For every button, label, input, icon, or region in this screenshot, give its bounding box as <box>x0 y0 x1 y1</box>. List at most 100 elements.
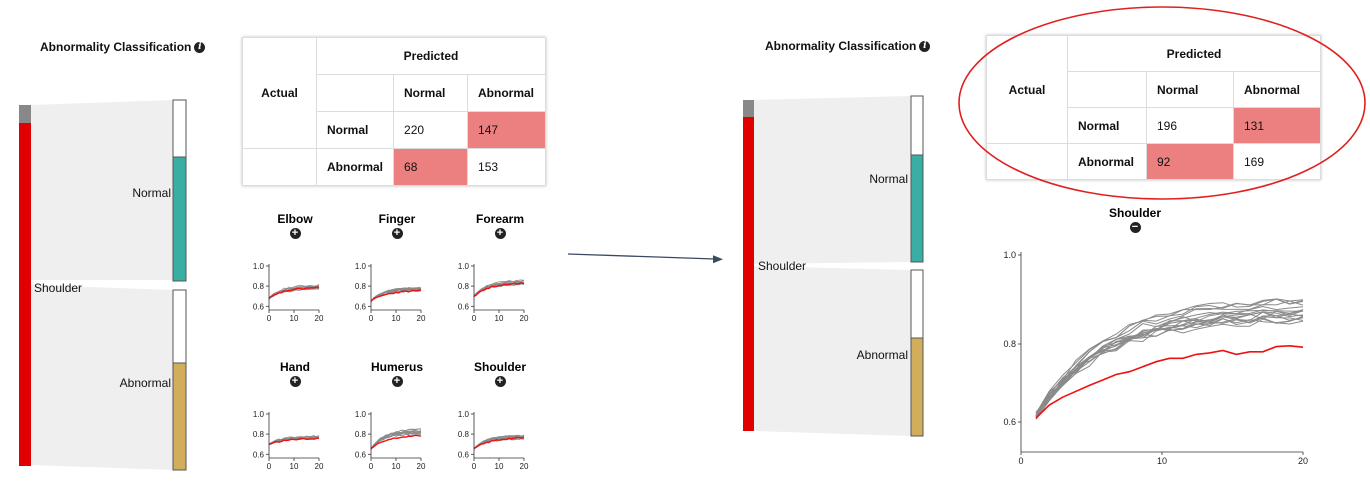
cell-normal-abnormal[interactable]: 131 <box>1233 107 1321 144</box>
small-multiple-finger: Finger +1.0 0.8 0.6 0 10 20 <box>355 212 437 323</box>
gray-series-line <box>1035 310 1304 417</box>
cell-normal-normal[interactable]: 196 <box>1146 107 1234 144</box>
right-source-unclassified <box>743 100 754 117</box>
left-target-normal-fill <box>172 156 187 282</box>
right-target-abnormal-label: Abnormal <box>856 348 908 362</box>
cell-abnormal-normal[interactable]: 68 <box>393 148 469 186</box>
gray-series-line <box>1035 309 1304 414</box>
small-multiple-title-text: Elbow <box>277 212 313 226</box>
x-tick-label: 0 <box>1018 456 1023 466</box>
detail-chart-title-text: Shoulder <box>1108 206 1161 220</box>
left-source-bar[interactable] <box>19 123 31 466</box>
sparkline-chart[interactable]: 1.0 0.8 0.60 10 20 <box>239 246 339 331</box>
red-series-line <box>473 282 525 297</box>
actual-header: Actual <box>242 37 317 149</box>
small-multiple-title-text: Forearm <box>475 212 525 226</box>
left-target-abnormal-fill <box>172 362 187 471</box>
info-icon[interactable]: i <box>194 42 206 54</box>
y-tick-label: 0.8 <box>355 430 367 439</box>
expand-icon[interactable]: + <box>494 228 506 239</box>
expand-icon[interactable]: + <box>289 376 301 387</box>
gray-series-line <box>1035 309 1304 415</box>
sparkline-chart[interactable]: 1.0 0.8 0.60 10 20 <box>239 394 339 479</box>
col-normal-header: Normal <box>393 74 469 112</box>
right-target-normal-fill <box>910 154 924 263</box>
x-tick-label: 0 <box>369 314 374 323</box>
predicted-header: Predicted <box>1067 35 1321 72</box>
x-tick-label: 20 <box>315 462 324 471</box>
cell-normal-abnormal[interactable]: 147 <box>467 111 547 149</box>
collapse-icon[interactable]: − <box>1129 222 1141 233</box>
y-tick-label: 1.0 <box>253 262 265 271</box>
expand-icon[interactable]: + <box>391 228 403 239</box>
row-normal-header: Normal <box>315 111 395 149</box>
expand-icon[interactable]: + <box>289 228 301 239</box>
y-tick-label: 0.8 <box>1003 339 1016 349</box>
y-tick-label: 1.0 <box>355 262 367 271</box>
right-flow-normal <box>754 96 911 264</box>
left-target-abnormal-label: Abnormal <box>119 376 171 390</box>
red-series-line <box>370 289 422 302</box>
right-confusion-matrix: Actual Predicted Normal Abnormal Normal … <box>986 35 1321 180</box>
sparkline-chart[interactable]: 1.0 0.8 0.60 10 20 <box>444 394 544 479</box>
row-abnormal-header: Abnormal <box>1067 143 1147 180</box>
x-tick-label: 10 <box>495 462 504 471</box>
row-abnormal-header: Abnormal <box>315 148 395 186</box>
expand-icon[interactable]: + <box>494 376 506 387</box>
left-target-normal-label: Normal <box>132 186 171 200</box>
y-tick-label: 0.6 <box>355 302 367 311</box>
small-multiple-shoulder: Shoulder +1.0 0.8 0.6 0 10 20 <box>458 360 540 471</box>
y-tick-label: 1.0 <box>1003 250 1016 260</box>
right-sankey <box>743 95 924 437</box>
x-tick-label: 20 <box>315 314 324 323</box>
y-tick-label: 1.0 <box>355 410 367 419</box>
y-tick-label: 0.8 <box>458 430 470 439</box>
small-multiple-title: Humerus + <box>357 360 437 387</box>
right-source-bar[interactable] <box>743 117 754 431</box>
x-tick-label: 10 <box>392 462 401 471</box>
x-tick-label: 20 <box>417 314 426 323</box>
x-tick-label: 20 <box>1298 456 1308 466</box>
col-abnormal-header: Abnormal <box>467 74 547 112</box>
cell-abnormal-abnormal[interactable]: 153 <box>467 148 547 186</box>
red-series-line <box>473 436 525 449</box>
left-source-unclassified <box>19 105 31 123</box>
gray-series-line <box>1035 300 1304 418</box>
cell-normal-normal[interactable]: 220 <box>393 111 469 149</box>
cell-abnormal-normal[interactable]: 92 <box>1146 143 1234 180</box>
red-series-line <box>268 437 320 445</box>
small-multiple-title: Shoulder + <box>460 360 540 387</box>
sparkline-chart[interactable]: 1.0 0.8 0.60 10 20 <box>444 246 544 331</box>
x-tick-label: 0 <box>472 314 477 323</box>
small-multiple-title: Hand + <box>255 360 335 387</box>
small-multiple-title: Finger + <box>357 212 437 239</box>
cell-abnormal-abnormal[interactable]: 169 <box>1233 143 1321 180</box>
x-tick-label: 10 <box>290 462 299 471</box>
gray-series-line <box>1035 310 1304 417</box>
detail-chart-title: Shoulder − <box>1090 206 1180 233</box>
sparkline-chart[interactable]: 1.0 0.8 0.60 10 20 <box>341 246 441 331</box>
x-tick-label: 0 <box>267 314 272 323</box>
right-panel-title: Abnormality Classification i <box>765 39 931 53</box>
left-sankey <box>19 99 187 471</box>
red-series-line <box>370 434 422 450</box>
sparkline-chart[interactable]: 1.0 0.8 0.60 10 20 <box>341 394 441 479</box>
transition-arrow <box>567 253 723 264</box>
small-multiple-title: Forearm + <box>460 212 540 239</box>
small-multiple-hand: Hand +1.0 0.8 0.6 0 10 20 <box>253 360 335 471</box>
small-multiple-title-text: Shoulder <box>473 360 526 374</box>
gray-series-line <box>1035 315 1304 414</box>
x-tick-label: 0 <box>267 462 272 471</box>
small-multiple-humerus: Humerus +1.0 0.8 0.6 0 10 20 <box>355 360 437 471</box>
x-tick-label: 10 <box>290 314 299 323</box>
right-target-normal-label: Normal <box>869 172 908 186</box>
left-panel-title: Abnormality Classification i <box>40 40 206 54</box>
y-tick-label: 0.8 <box>458 282 470 291</box>
x-tick-label: 0 <box>472 462 477 471</box>
y-tick-label: 1.0 <box>253 410 265 419</box>
highlight-ellipse <box>958 6 1366 200</box>
x-tick-label: 10 <box>495 314 504 323</box>
info-icon[interactable]: i <box>919 41 931 53</box>
expand-icon[interactable]: + <box>391 376 403 387</box>
red-series-line <box>1035 344 1304 419</box>
